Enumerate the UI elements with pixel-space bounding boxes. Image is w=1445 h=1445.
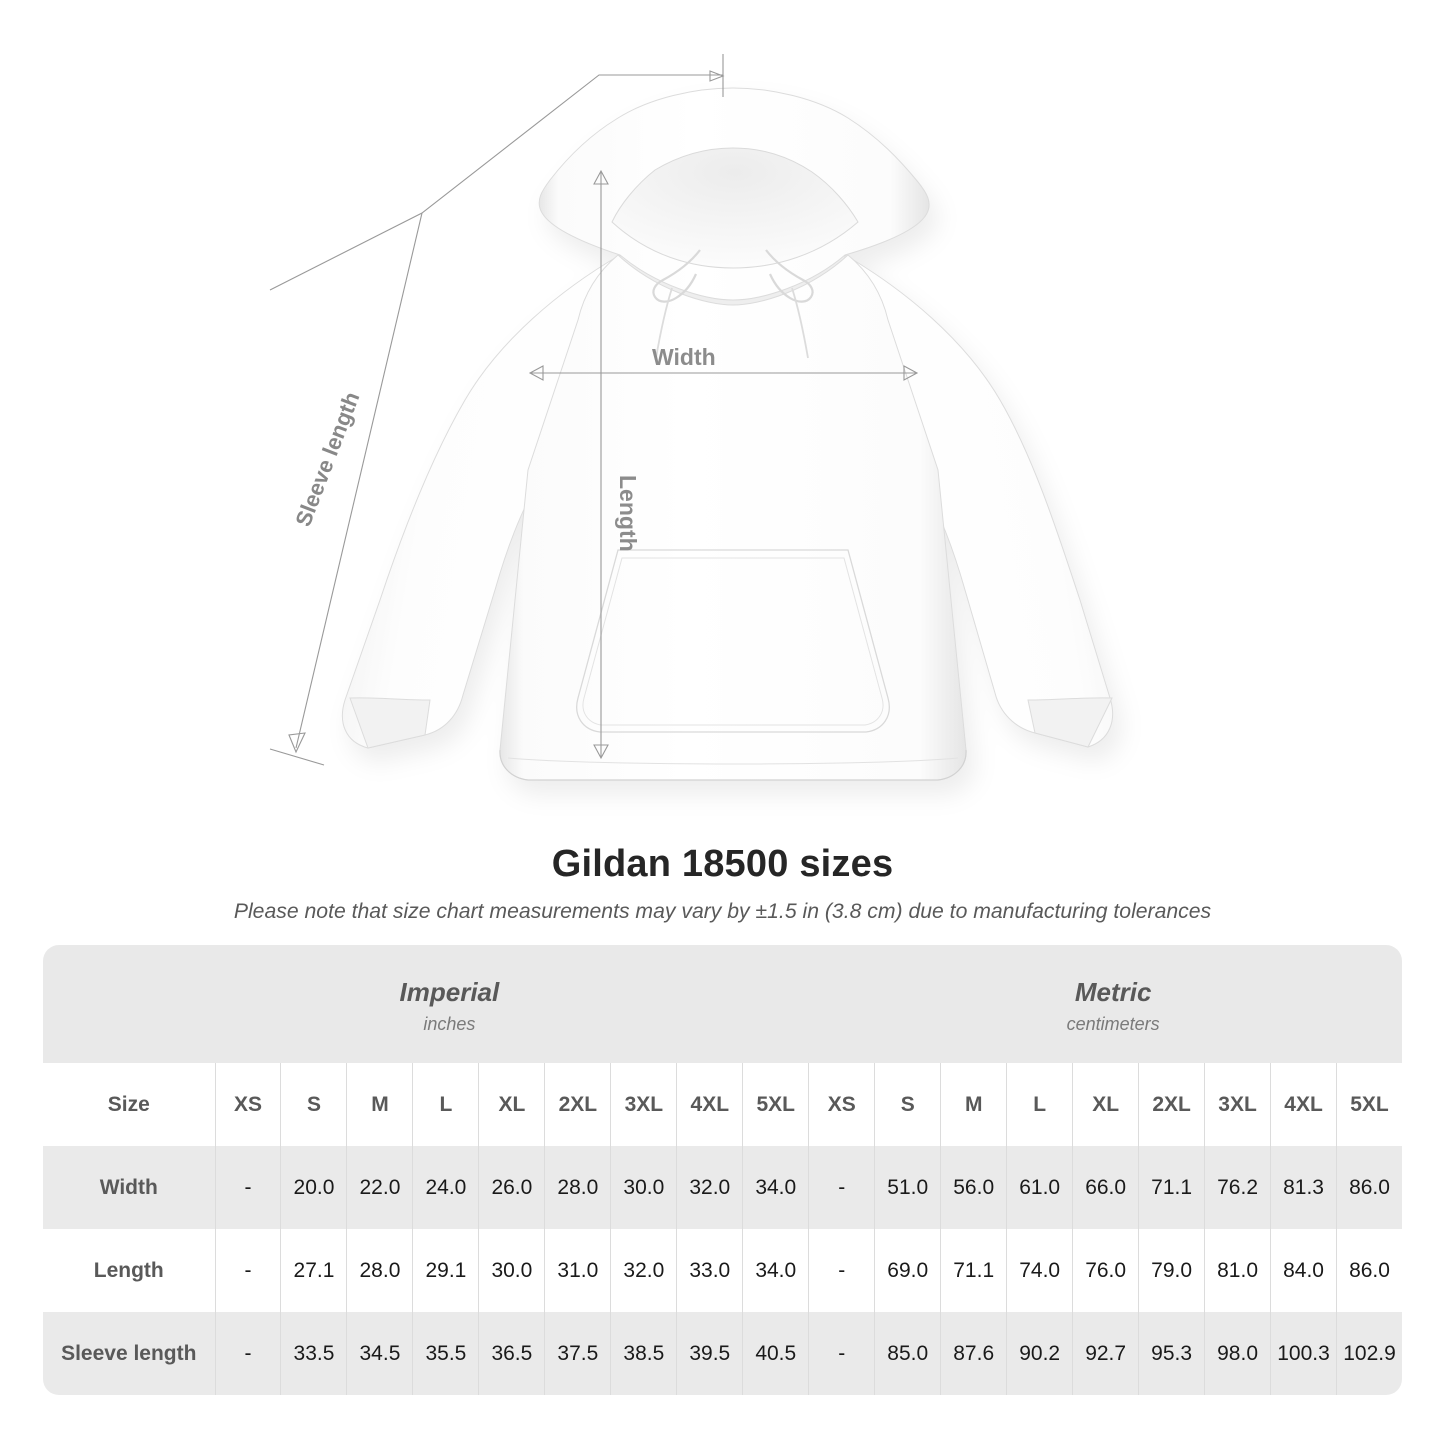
svg-text:Length: Length: [615, 475, 641, 552]
svg-text:Width: Width: [652, 344, 716, 370]
svg-text:Sleeve length: Sleeve length: [290, 388, 364, 529]
